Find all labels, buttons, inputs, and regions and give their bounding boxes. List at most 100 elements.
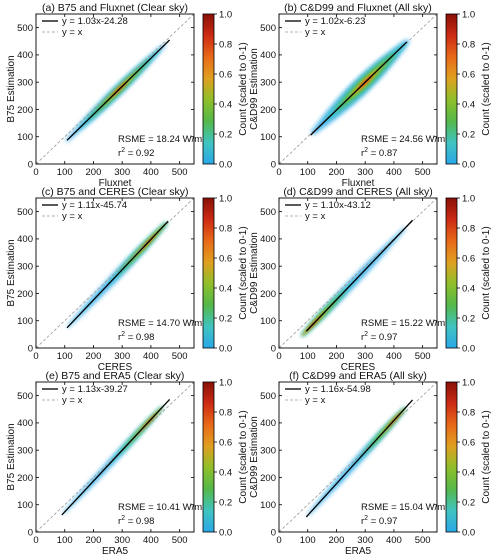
y-tick-label: 500 [260, 391, 276, 402]
colorbar-label: Count (scaled to 0-1) [238, 410, 249, 503]
colorbar-tick-label: 0.4 [219, 467, 232, 478]
y-axis-label: C&D99 Estimation [249, 416, 260, 498]
colorbar-tick-label: 1.0 [219, 193, 232, 204]
colorbar-tick-label: 0.8 [462, 39, 475, 50]
x-tick-label: 0 [33, 167, 38, 178]
r2-symbol: r [361, 332, 364, 343]
y-tick-label: 400 [260, 234, 276, 245]
r2-text: r2 = 0.97 [361, 331, 397, 343]
x-axis-label: CERES [98, 362, 133, 373]
x-tick-label: 0 [33, 535, 38, 546]
x-tick-label: 200 [329, 351, 345, 362]
x-axis-label: Fluxnet [99, 178, 132, 189]
y-tick-label: 200 [260, 289, 276, 300]
x-tick-label: 100 [57, 167, 73, 178]
panel-title: (b) C&D99 and Fluxnet (All sky) [284, 2, 432, 14]
colorbar-tick-label: 1.0 [462, 377, 475, 388]
x-axis-label: CERES [341, 362, 376, 373]
legend-fit-label: y = 1.03x-24.28 [62, 16, 128, 27]
x-tick-label: 300 [357, 535, 373, 546]
y-tick-label: 200 [260, 105, 276, 116]
plot-frame [35, 381, 195, 533]
x-tick-label: 400 [386, 535, 402, 546]
panel-title: (a) B75 and Fluxnet (Clear sky) [42, 2, 188, 14]
x-tick-label: 400 [143, 535, 159, 546]
legend-identity-label: y = x [305, 27, 326, 38]
r2-exponent: 2 [121, 147, 125, 154]
r2-symbol: r [361, 148, 364, 159]
identity-line [36, 14, 194, 164]
legend-identity-label: y = x [305, 395, 326, 406]
x-tick-label: 300 [357, 351, 373, 362]
rmse-value: RSME = 15.22 W/m [361, 318, 445, 329]
x-tick-label: 500 [415, 167, 431, 178]
identity-line [36, 382, 194, 532]
plot-frame [278, 13, 438, 165]
y-tick-label: 100 [260, 500, 276, 511]
legend-identity-label: y = x [62, 27, 83, 38]
plot-frame [35, 13, 195, 165]
x-tick-label: 200 [329, 167, 345, 178]
x-tick-label: 400 [386, 351, 402, 362]
colorbar-tick-label: 1.0 [219, 377, 232, 388]
r2-symbol: r [118, 148, 121, 159]
x-tick-label: 100 [300, 535, 316, 546]
x-tick-label: 300 [114, 167, 130, 178]
y-tick-label: 400 [17, 418, 33, 429]
colorbar [202, 197, 215, 349]
colorbar-tick-label: 0.0 [219, 159, 232, 170]
fit-line [305, 219, 414, 332]
r2-text: r2 = 0.98 [118, 331, 154, 343]
panel-title: (d) C&D99 and CERES (All sky) [283, 186, 432, 198]
y-tick-label: 300 [17, 77, 33, 88]
colorbar-tick-label: 0.0 [219, 527, 232, 538]
y-tick-label: 0 [28, 343, 33, 354]
x-tick-label: 200 [86, 535, 102, 546]
identity-line [279, 382, 437, 532]
colorbar-tick-label: 0.4 [462, 283, 475, 294]
y-tick-label: 200 [17, 289, 33, 300]
legend-fit-label: y = 1.13x-39.27 [62, 384, 128, 395]
r2-exponent: 2 [364, 331, 368, 338]
y-axis-label: C&D99 Estimation [249, 48, 260, 130]
fit-line [61, 398, 171, 516]
panel-d: (d) C&D99 and CERES (All sky) 0 100 200 300 4… [249, 186, 492, 373]
x-tick-label: 400 [143, 351, 159, 362]
r2-exponent: 2 [121, 515, 125, 522]
panel-b: (b) C&D99 and Fluxnet (All sky) 0 100 200 30… [249, 2, 492, 189]
colorbar-tick-label: 1.0 [462, 193, 475, 204]
colorbar [202, 13, 215, 165]
x-tick-label: 100 [300, 351, 316, 362]
colorbar-tick-label: 0.6 [462, 69, 475, 80]
legend-fit-label: y = 1.10x-43.12 [305, 200, 371, 211]
r2-value: = 0.92 [125, 148, 154, 159]
plot-frame [35, 197, 195, 349]
rmse-text: RSME = 10.41 W/m2 [118, 501, 206, 513]
y-tick-label: 400 [260, 418, 276, 429]
colorbar-tick-label: 0.6 [462, 437, 475, 448]
y-tick-label: 300 [260, 77, 276, 88]
y-axis-label: B75 Estimation [6, 423, 17, 490]
x-tick-label: 0 [276, 351, 281, 362]
y-tick-label: 100 [260, 132, 276, 143]
colorbar-tick-label: 0.8 [462, 407, 475, 418]
y-tick-label: 0 [271, 343, 276, 354]
x-tick-label: 300 [114, 351, 130, 362]
colorbar-label: Count (scaled to 0-1) [238, 42, 249, 135]
rmse-value: RSME = 15.04 W/m [361, 502, 445, 513]
colorbar-tick-label: 0.6 [462, 253, 475, 264]
colorbar-tick-label: 0.6 [219, 437, 232, 448]
y-tick-label: 500 [17, 207, 33, 218]
panel-a: (a) B75 and Fluxnet (Clear sky) 0 100 200 30… [6, 2, 249, 189]
y-tick-label: 300 [17, 261, 33, 272]
y-tick-label: 500 [260, 23, 276, 34]
rmse-value: RSME = 14.70 W/m [118, 318, 202, 329]
panel-title: (e) B75 and ERA5 (Clear sky) [46, 370, 185, 382]
x-tick-label: 200 [86, 351, 102, 362]
colorbar-label: Count (scaled to 0-1) [481, 226, 492, 319]
r2-value: = 0.98 [125, 516, 154, 527]
colorbar-tick-label: 0.0 [462, 343, 475, 354]
r2-value: = 0.98 [125, 332, 154, 343]
rmse-value: RSME = 10.41 W/m [118, 502, 202, 513]
x-tick-label: 0 [276, 167, 281, 178]
